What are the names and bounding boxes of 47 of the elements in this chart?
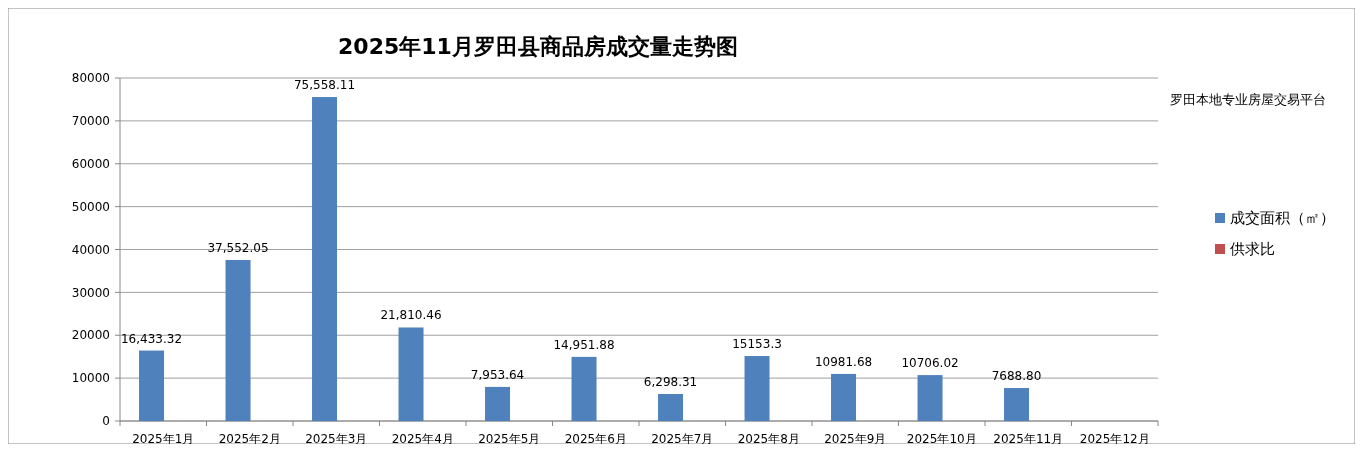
x-tick-label: 2025年1月 xyxy=(132,432,195,446)
y-tick-label: 0 xyxy=(102,414,110,429)
data-label: 10706.02 xyxy=(901,356,959,371)
data-label: 21,810.46 xyxy=(380,308,442,323)
bar xyxy=(744,356,770,421)
data-label: 16,433.32 xyxy=(120,331,183,346)
x-tick-label: 2025年8月 xyxy=(737,432,800,446)
x-tick-label: 2025年5月 xyxy=(478,432,541,446)
y-tick-label: 80000 xyxy=(71,71,110,86)
y-tick-label: 50000 xyxy=(71,199,110,214)
bar xyxy=(917,375,943,421)
text: 罗田本地专业房屋交易平台 xyxy=(1170,92,1326,107)
data-label: 75,558.11 xyxy=(293,78,356,93)
x-tick-label: 2025年11月 xyxy=(993,432,1064,446)
bar xyxy=(831,373,857,421)
y-tick-label: 70000 xyxy=(71,114,110,129)
x-tick-label: 2025年9月 xyxy=(824,432,887,446)
data-label: 14,951.88 xyxy=(553,337,615,352)
data-label: 37,552.05 xyxy=(207,241,269,255)
data-label: 10981.68 xyxy=(814,354,873,369)
bar xyxy=(485,386,511,421)
data-label: 7688.80 xyxy=(991,369,1042,384)
y-tick-label: 20000 xyxy=(71,328,110,343)
x-tick-label: 2025年3月 xyxy=(305,432,368,446)
bar xyxy=(398,327,424,421)
legend-label: 供求比 xyxy=(1230,240,1275,259)
bar xyxy=(312,97,338,421)
x-tick-label: 2025年4月 xyxy=(391,432,454,446)
y-tick-label: 30000 xyxy=(71,285,110,300)
bar xyxy=(1004,388,1030,421)
bar xyxy=(225,260,251,421)
data-label: 6,298.31 xyxy=(643,375,698,389)
y-tick-label: 40000 xyxy=(71,242,110,257)
x-tick-label: 2025年12月 xyxy=(1079,432,1150,446)
x-tick-label: 2025年10月 xyxy=(906,432,977,446)
chart-title: 2025年11月罗田县商品房成交量走势图 xyxy=(338,34,738,59)
legend-label: 成交面积（㎡） xyxy=(1230,209,1335,228)
bar xyxy=(139,350,165,421)
bar xyxy=(571,356,597,421)
data-label: 7,953.64 xyxy=(470,367,525,382)
bar xyxy=(658,394,684,421)
data-label: 15153.3 xyxy=(732,337,782,352)
x-tick-label: 2025年6月 xyxy=(564,432,627,446)
x-tick-label: 2025年7月 xyxy=(651,432,714,446)
y-tick-label: 60000 xyxy=(71,156,110,171)
x-tick-label: 2025年2月 xyxy=(218,432,281,446)
y-tick-label: 10000 xyxy=(71,371,110,386)
